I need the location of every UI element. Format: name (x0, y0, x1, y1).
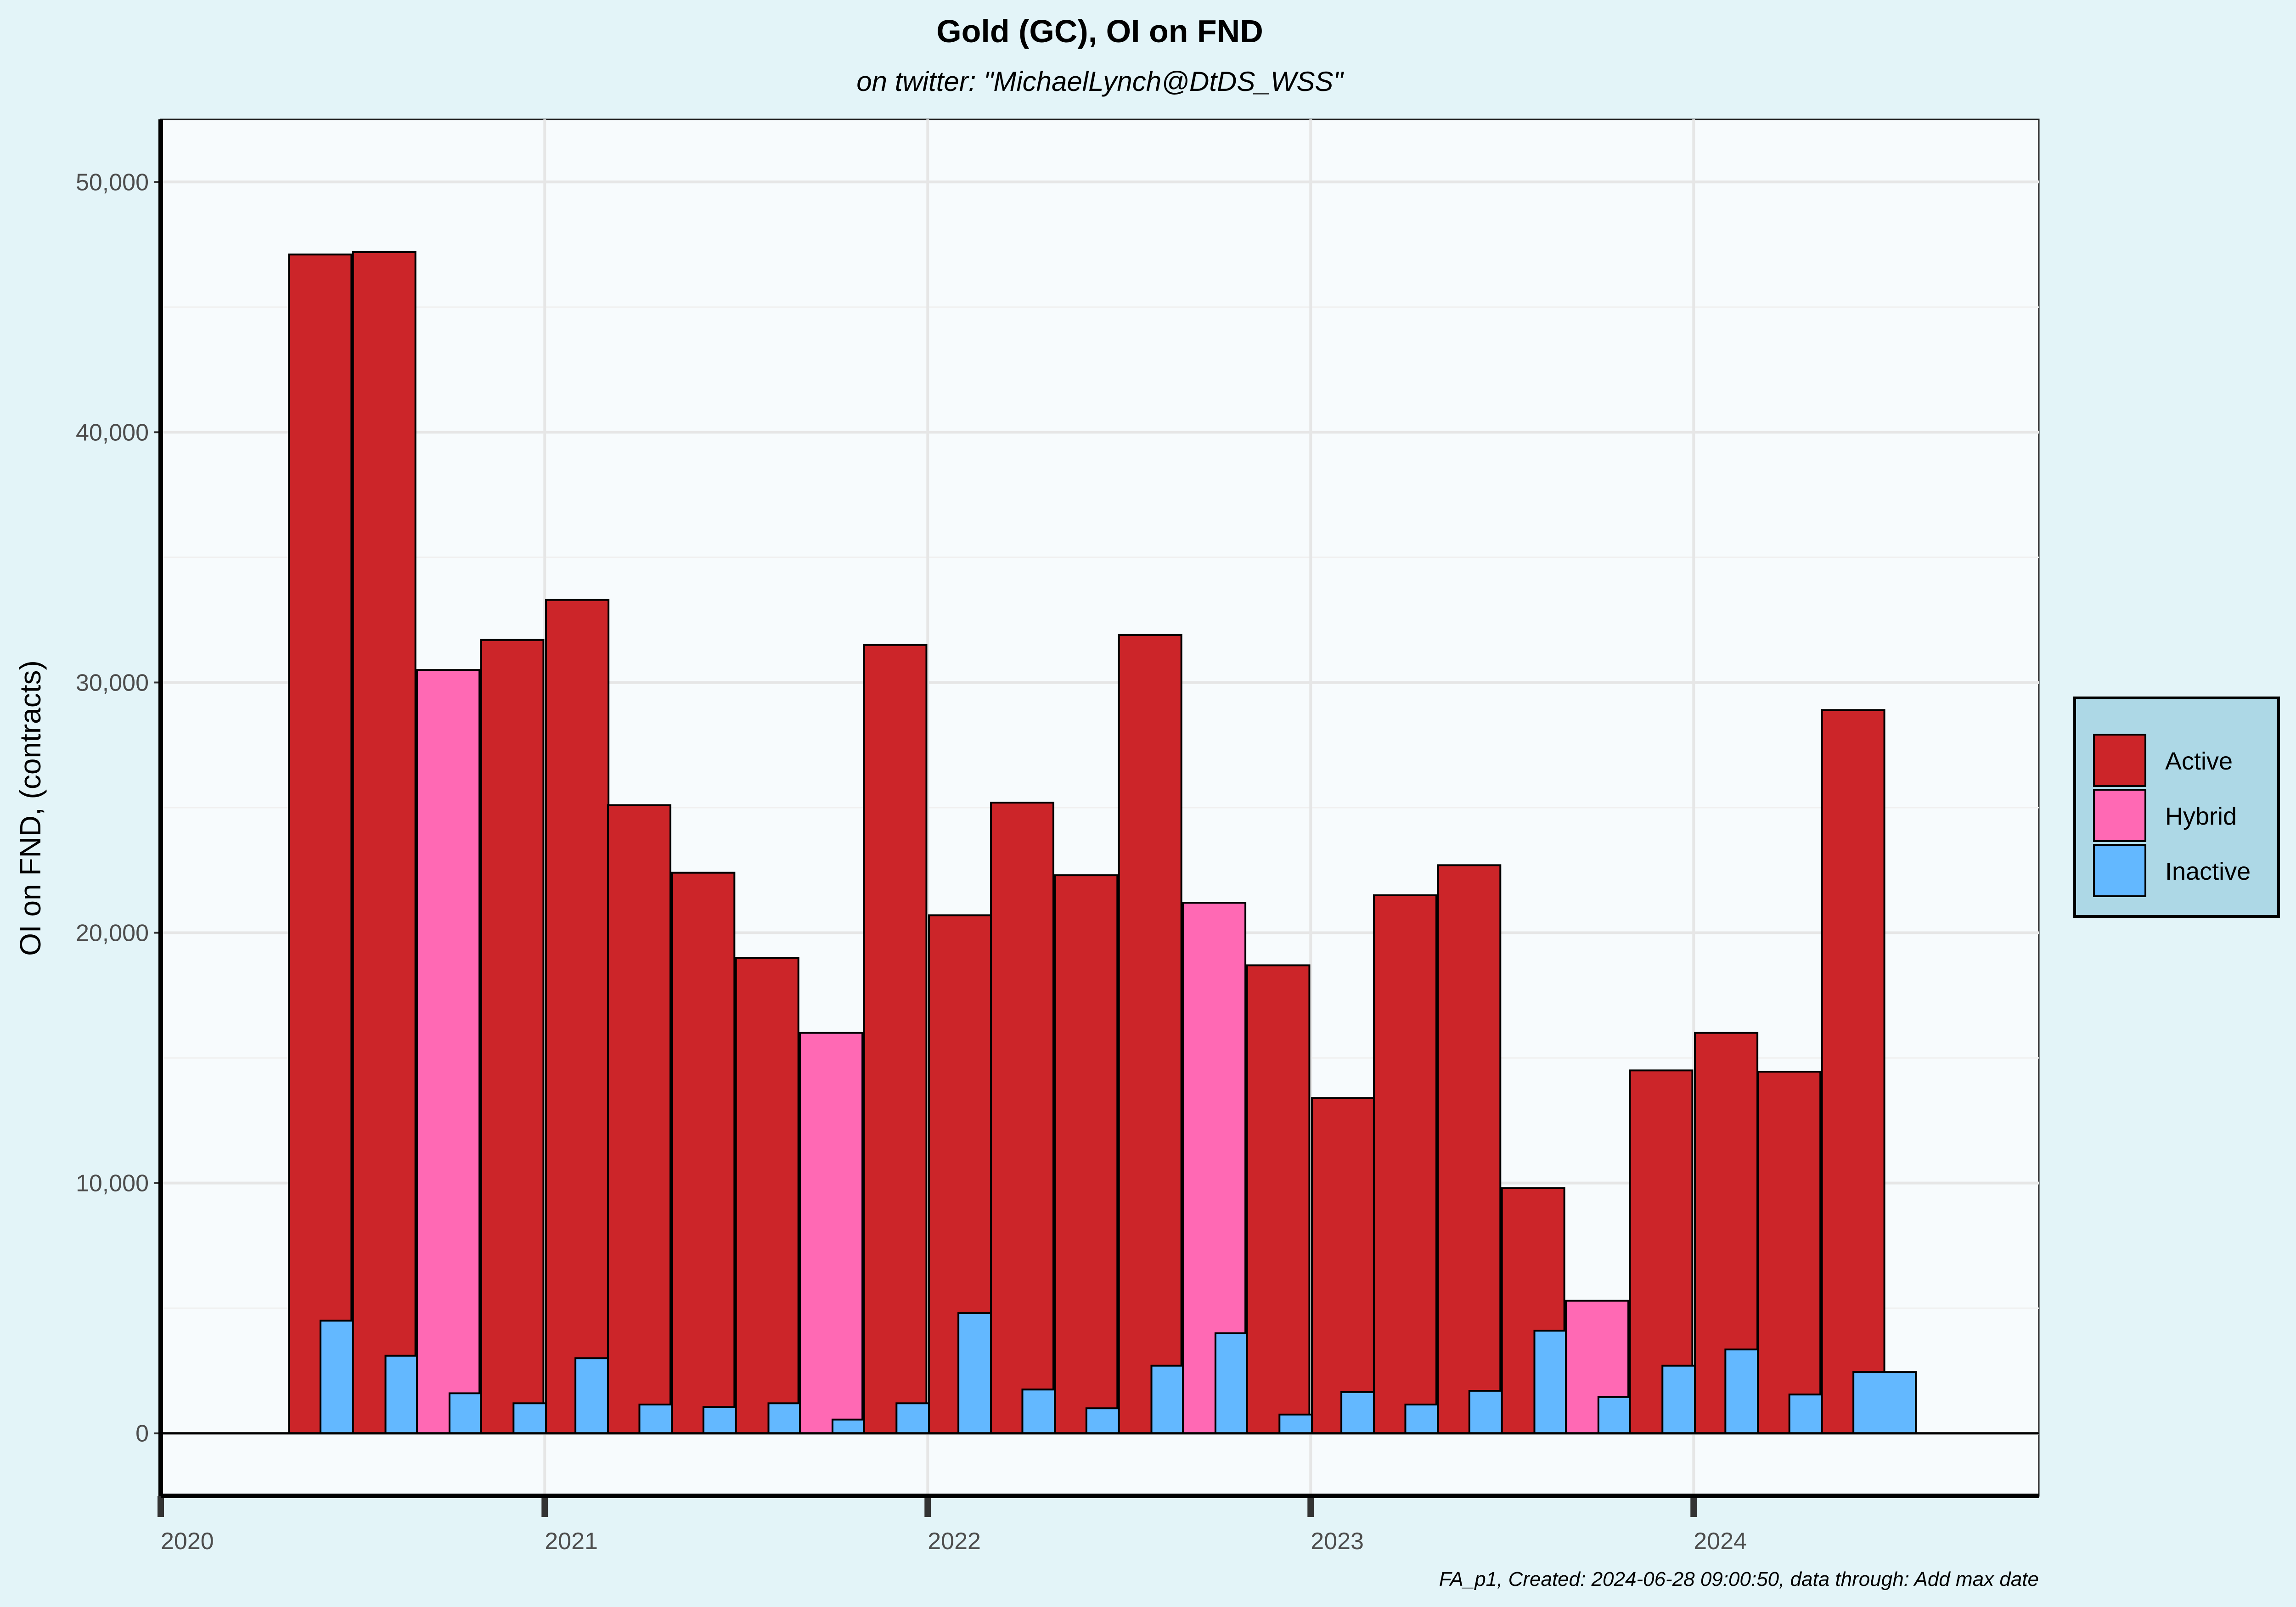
bar-active (671, 871, 736, 1434)
x-tick-label: 2022 (928, 1528, 981, 1555)
y-tick-label: 40,000 (76, 419, 149, 446)
chart-title: Gold (GC), OI on FND (936, 13, 1263, 49)
bar-active (1437, 864, 1502, 1434)
bar-active (288, 253, 353, 1434)
y-tick-label: 10,000 (76, 1170, 149, 1197)
bars (288, 251, 1917, 1434)
chart-subtitle: on twitter: "MichaelLynch@DtDS_WSS" (856, 66, 1344, 97)
bar-active (1757, 1071, 1822, 1434)
bar-active (1054, 874, 1119, 1434)
axes (154, 119, 2039, 1517)
bar-hybrid (799, 1032, 864, 1434)
legend: Active Hybrid Inactive (2073, 697, 2280, 918)
bar-active (352, 251, 416, 1434)
bar-active (1246, 964, 1311, 1434)
x-tick-label: 2020 (161, 1528, 214, 1555)
bar-active (1821, 709, 1885, 1434)
legend-key-inactive (2093, 844, 2146, 897)
x-tick-label: 2023 (1311, 1528, 1364, 1555)
bar-active (990, 802, 1054, 1434)
y-axis-title: OI on FND, (contracts) (14, 660, 47, 956)
legend-key-hybrid (2093, 789, 2146, 842)
bar-active (1118, 634, 1182, 1434)
bar-inactive (1852, 1371, 1917, 1434)
x-tick-label: 2021 (545, 1528, 598, 1555)
bar-active (480, 639, 545, 1434)
y-tick-label: 20,000 (76, 920, 149, 947)
y-tick-label: 0 (135, 1421, 149, 1447)
bar-active (607, 804, 671, 1434)
y-tick-label: 50,000 (76, 169, 149, 196)
chart-caption: FA_p1, Created: 2024-06-28 09:00:50, dat… (1439, 1568, 2039, 1590)
bar-active (735, 957, 799, 1434)
legend-label-inactive: Inactive (2165, 858, 2251, 885)
bar-active (545, 599, 610, 1434)
bar-active (1373, 894, 1437, 1434)
y-tick-label: 30,000 (76, 669, 149, 696)
tick-labels: 0 10,000 20,000 30,000 40,000 50,000 2020 2021 2… (76, 169, 1747, 1555)
x-tick-label: 2024 (1694, 1528, 1747, 1555)
legend-label-active: Active (2165, 747, 2233, 775)
bar-active (1311, 1097, 1376, 1434)
bar-active (863, 644, 928, 1434)
bar-hybrid (416, 669, 481, 1434)
legend-key-active (2093, 734, 2146, 787)
legend-label-hybrid: Hybrid (2165, 803, 2237, 830)
